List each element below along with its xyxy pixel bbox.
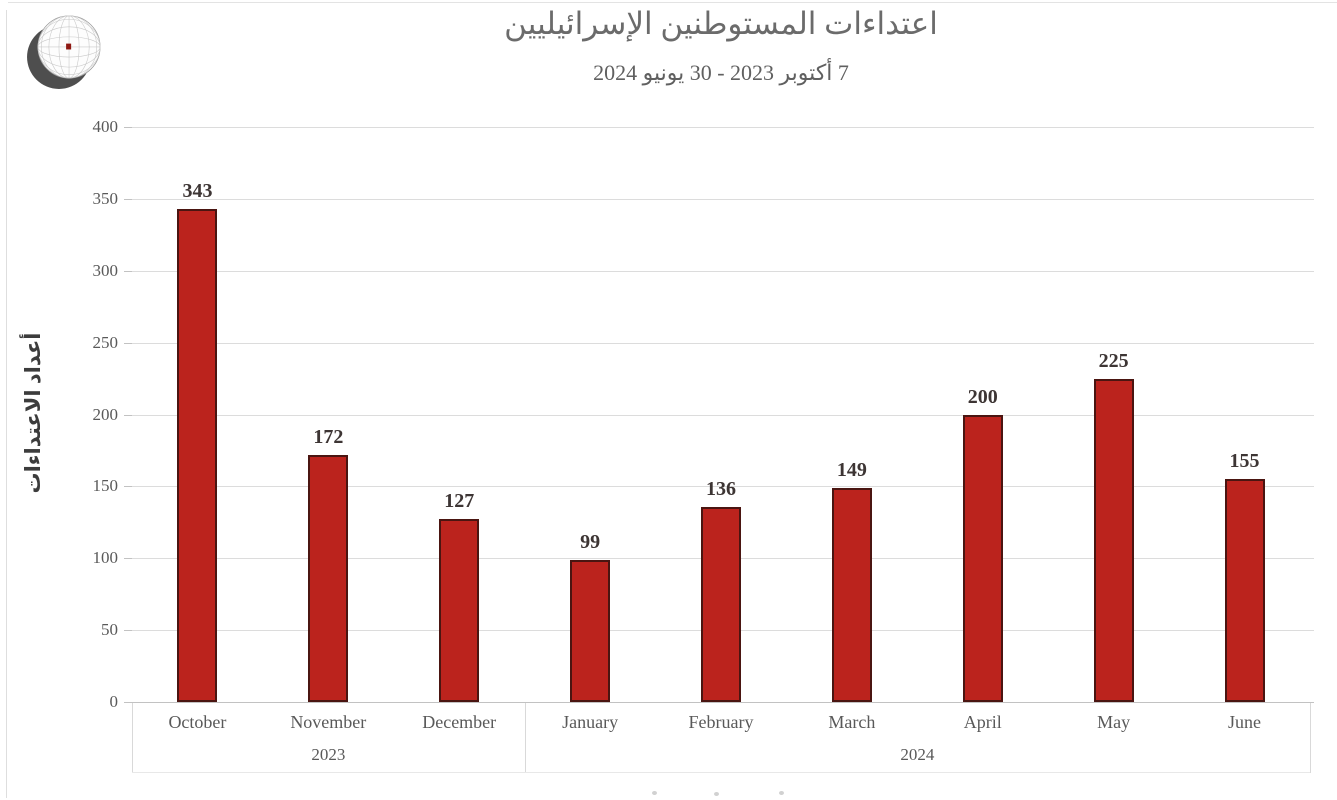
y-axis-tick-label: 400 <box>92 117 119 136</box>
x-axis-month-label: October <box>168 712 227 732</box>
bar <box>1224 479 1265 702</box>
y-axis-tick <box>124 486 132 488</box>
x-axis-month-label: May <box>1097 712 1131 732</box>
bar-value-label: 343 <box>182 179 213 202</box>
axis-band-separator <box>524 703 526 773</box>
bar-value-label: 136 <box>706 477 736 500</box>
axis-band-border <box>1310 703 1311 773</box>
gridline <box>132 198 1314 200</box>
cutoff-text-remnant <box>779 791 784 795</box>
x-axis-month-label: June <box>1228 712 1262 732</box>
y-axis-tick <box>124 198 132 200</box>
bar-value-label: 200 <box>967 385 998 408</box>
chart-subtitle: 7 أكتوبر 2023 - 30 يونيو 2024 <box>593 60 849 85</box>
bar-value-label: 149 <box>836 458 867 481</box>
oic-crescent-globe-logo <box>27 15 101 89</box>
y-axis-title: أعداد الاعتداءات <box>21 332 45 494</box>
y-axis-tick-label: 350 <box>92 188 119 208</box>
bar <box>1093 378 1134 702</box>
page-top-border <box>8 2 1337 3</box>
bar <box>831 487 872 702</box>
bar <box>701 506 741 702</box>
y-axis-tick <box>124 558 132 560</box>
y-axis-tick <box>124 342 132 344</box>
bar <box>177 208 218 702</box>
y-axis-tick <box>124 414 132 416</box>
y-axis-tick-label: 100 <box>92 548 119 568</box>
x-axis-month-label: January <box>562 712 619 732</box>
x-axis-year-label: 2023 <box>311 745 346 764</box>
x-axis-year-label: 2024 <box>900 745 935 764</box>
y-axis-tick-label: 200 <box>92 404 119 424</box>
bar <box>439 519 480 702</box>
x-axis-month-label: April <box>963 712 1002 732</box>
x-axis-baseline <box>132 702 1314 703</box>
gridline <box>132 342 1314 344</box>
bar-value-label: 127 <box>444 490 475 513</box>
bar <box>308 454 349 702</box>
gridline <box>132 270 1314 272</box>
cutoff-text-remnant <box>652 791 657 795</box>
gridline <box>132 127 1314 128</box>
y-axis-tick-label: 250 <box>92 332 119 352</box>
bar <box>570 559 611 702</box>
cutoff-text-remnant <box>714 792 719 796</box>
axis-band-bottom-border <box>132 772 1310 773</box>
y-axis-tick <box>124 270 132 272</box>
y-axis-tick <box>124 630 132 632</box>
gridline <box>132 414 1314 416</box>
bar-value-label: 155 <box>1229 450 1260 473</box>
globe-icon <box>37 15 101 79</box>
y-axis-tick <box>124 702 132 703</box>
axis-band-border <box>132 703 133 773</box>
x-axis-month-label: March <box>828 712 876 732</box>
bar-value-label: 225 <box>1098 349 1129 372</box>
x-axis-month-label: December <box>422 712 497 732</box>
kaaba-mark <box>66 43 72 50</box>
bar <box>962 414 1003 702</box>
x-axis-month-label: February <box>688 712 754 732</box>
y-axis-tick-label: 150 <box>92 476 119 496</box>
y-axis-tick-label: 0 <box>109 692 119 711</box>
y-axis-tick-label: 50 <box>101 620 118 640</box>
bar-value-label: 172 <box>313 425 344 448</box>
bar-value-label: 99 <box>580 530 601 553</box>
globe-grid <box>37 15 101 79</box>
x-axis-month-label: November <box>290 712 367 732</box>
chart-title: اعتداءات المستوطنين الإسرائيليين <box>504 6 938 41</box>
page-left-border <box>6 10 7 798</box>
y-axis-tick <box>124 127 132 128</box>
y-axis-tick-label: 300 <box>92 260 119 280</box>
gridline <box>132 486 1314 488</box>
